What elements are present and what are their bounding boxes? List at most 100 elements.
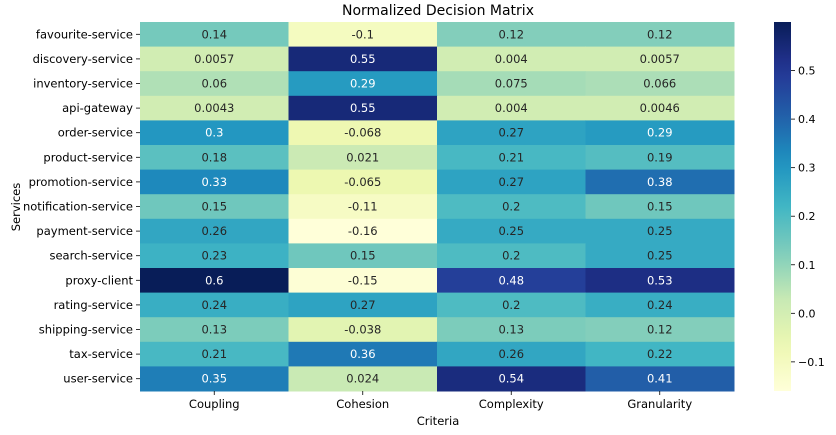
- cell-value-label: 0.29: [350, 77, 376, 91]
- chart-title: Normalized Decision Matrix: [342, 3, 534, 19]
- colorbar-tick-label: 0.5: [798, 65, 816, 78]
- y-tick-label: product-service: [43, 150, 133, 164]
- heatmap-cell: [288, 46, 438, 72]
- heatmap-cell: [585, 169, 735, 195]
- cell-value-label: 0.21: [201, 347, 227, 361]
- x-tick-label: Complexity: [479, 397, 544, 411]
- cell-value-label: 0.25: [647, 224, 673, 238]
- heatmap-cell: [585, 292, 735, 318]
- cell-value-label: 0.19: [647, 150, 673, 164]
- y-axis-label: Services: [9, 183, 23, 232]
- y-tick-label: favourite-service: [36, 27, 133, 41]
- cell-value-label: 0.35: [201, 372, 227, 386]
- cell-value-label: 0.54: [498, 372, 524, 386]
- y-tick-label: rating-service: [54, 298, 133, 312]
- cell-value-label: -0.16: [348, 224, 378, 238]
- cell-value-label: 0.12: [498, 27, 524, 41]
- cell-value-label: 0.15: [201, 200, 227, 214]
- cell-value-label: 0.41: [647, 372, 673, 386]
- cell-value-label: 0.6: [205, 273, 223, 287]
- y-tick-label: tax-service: [69, 347, 133, 361]
- cell-value-label: -0.038: [344, 323, 381, 337]
- heatmap-cell: [288, 292, 438, 318]
- cell-value-label: -0.11: [348, 200, 378, 214]
- heatmap-cell: [140, 243, 289, 269]
- colorbar-tick-label: 0.4: [798, 113, 816, 126]
- colorbar-tick-label: −0.1: [798, 356, 825, 369]
- cell-value-label: 0.26: [201, 224, 227, 238]
- heatmap-cell: [585, 46, 735, 72]
- heatmap-cell: [288, 22, 438, 48]
- y-tick-label: promotion-service: [29, 175, 133, 189]
- heatmap-cell: [585, 268, 735, 294]
- cell-value-label: 0.3: [205, 126, 223, 140]
- y-tick-label: search-service: [49, 249, 133, 263]
- heatmap-cell: [437, 268, 586, 294]
- heatmap-cell: [140, 194, 289, 220]
- heatmap-cell: [288, 145, 438, 171]
- heatmap-cell: [585, 317, 735, 343]
- heatmap-cell: [140, 22, 289, 48]
- cell-value-label: -0.068: [344, 126, 381, 140]
- cell-value-label: 0.27: [498, 126, 524, 140]
- cell-value-label: 0.2: [502, 249, 520, 263]
- cell-value-label: 0.24: [647, 298, 673, 312]
- heatmap-cell: [288, 194, 438, 220]
- cell-value-label: 0.18: [201, 150, 227, 164]
- cell-value-label: 0.0043: [194, 101, 234, 115]
- heatmap-cell: [437, 120, 586, 146]
- y-tick-label: notification-service: [23, 200, 133, 214]
- cell-value-label: 0.06: [201, 77, 227, 91]
- heatmap-cell: [437, 22, 586, 48]
- cell-value-label: 0.25: [498, 224, 524, 238]
- cell-value-label: 0.55: [350, 52, 376, 66]
- heatmap-cell: [585, 243, 735, 269]
- cell-value-label: 0.021: [346, 150, 379, 164]
- heatmap-cell: [585, 22, 735, 48]
- cell-value-label: 0.12: [647, 323, 673, 337]
- cell-value-label: -0.15: [348, 273, 378, 287]
- y-tick-label: discovery-service: [33, 52, 133, 66]
- y-tick-label: proxy-client: [65, 273, 133, 287]
- heatmap-cell: [140, 366, 289, 392]
- heatmap-cell: [437, 218, 586, 244]
- y-tick-label: inventory-service: [33, 77, 133, 91]
- cell-value-label: 0.2: [502, 298, 520, 312]
- heatmap-cell: [585, 95, 735, 121]
- heatmap-cell: [140, 145, 289, 171]
- heatmap-cell: [437, 145, 586, 171]
- cell-value-label: 0.27: [498, 175, 524, 189]
- y-tick-label: api-gateway: [62, 101, 133, 115]
- cell-value-label: 0.29: [647, 126, 673, 140]
- heatmap-cell: [437, 366, 586, 392]
- cell-value-label: 0.004: [495, 101, 528, 115]
- cell-value-label: 0.15: [647, 200, 673, 214]
- x-axis-label: Criteria: [417, 414, 460, 428]
- colorbar-tick-label: 0.1: [798, 259, 816, 272]
- heatmap-cell: [288, 341, 438, 367]
- x-tick-label: Coupling: [189, 397, 240, 411]
- cell-value-label: 0.53: [647, 273, 673, 287]
- cell-value-label: 0.55: [350, 101, 376, 115]
- heatmap-cell: [437, 71, 586, 97]
- heatmap-cell: [437, 169, 586, 195]
- colorbar-tick-label: 0.3: [798, 162, 816, 175]
- cell-value-label: 0.21: [498, 150, 524, 164]
- cell-value-label: 0.33: [201, 175, 227, 189]
- heatmap-cell: [288, 95, 438, 121]
- cell-value-label: 0.0057: [194, 52, 234, 66]
- heatmap-cell: [437, 194, 586, 220]
- heatmap-cell: [288, 169, 438, 195]
- cell-value-label: 0.075: [495, 77, 528, 91]
- colorbar: [774, 22, 791, 391]
- heatmap-cell: [140, 120, 289, 146]
- cell-value-label: -0.1: [352, 27, 374, 41]
- heatmap-cell: [437, 46, 586, 72]
- heatmap-cell: [288, 268, 438, 294]
- y-tick-label: order-service: [58, 126, 133, 140]
- cell-value-label: 0.14: [201, 27, 227, 41]
- heatmap-cell: [437, 341, 586, 367]
- heatmap-cell: [288, 243, 438, 269]
- cell-value-label: 0.23: [201, 249, 227, 263]
